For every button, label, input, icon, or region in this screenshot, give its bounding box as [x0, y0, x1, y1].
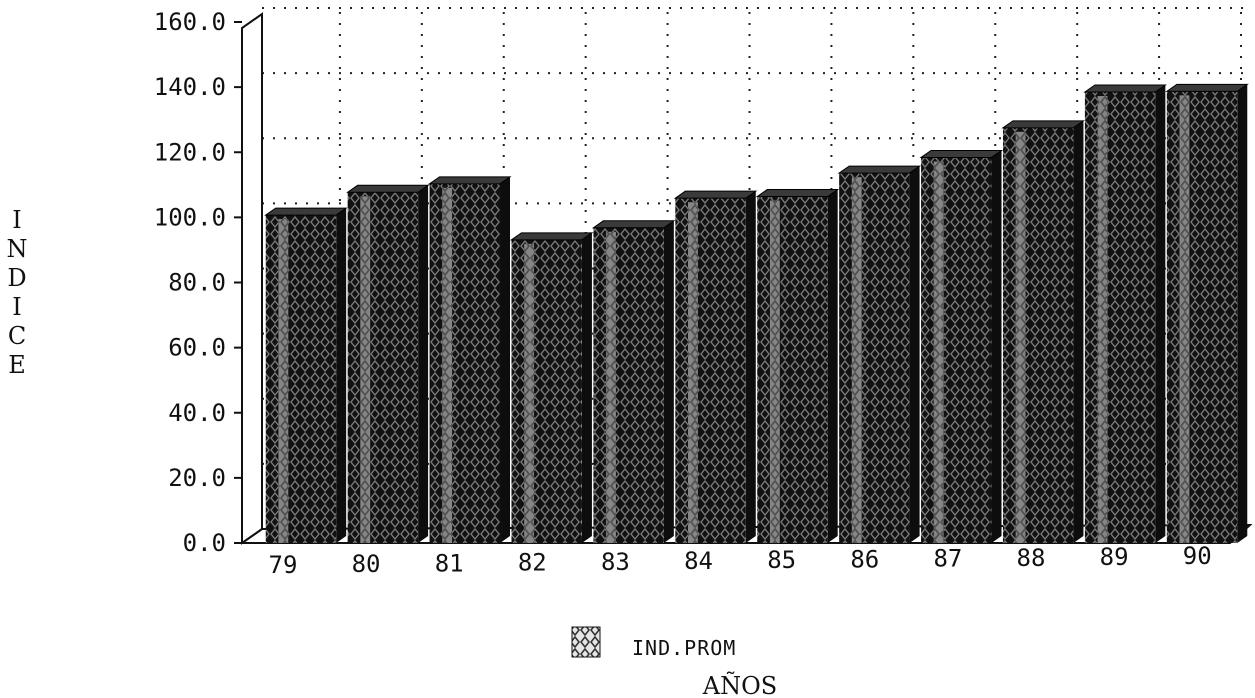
- bar-side: [500, 176, 511, 543]
- bars: [264, 83, 1249, 544]
- y-axis-label-letter: N: [7, 235, 28, 263]
- bar-front: [757, 196, 828, 543]
- bar-side: [827, 189, 838, 543]
- bar-top: [1083, 84, 1167, 93]
- bar-front: [593, 227, 664, 544]
- legend-label: IND.PROM: [632, 636, 736, 660]
- bar-front: [1166, 91, 1238, 543]
- y-tick-label: 40.0: [168, 399, 226, 427]
- bar-side: [1073, 120, 1084, 543]
- bar: [837, 165, 922, 543]
- bar-highlight: [1179, 95, 1190, 543]
- bar-highlight: [442, 187, 453, 543]
- bar-highlight: [1015, 131, 1026, 543]
- legend: IND.PROM: [571, 626, 736, 660]
- y-tick-label: 100.0: [154, 203, 226, 231]
- bar-highlight: [1097, 96, 1108, 544]
- bar: [346, 184, 430, 543]
- bar-highlight: [360, 196, 371, 543]
- y-tick-label: 160.0: [154, 8, 226, 36]
- x-tick-label: 85: [767, 546, 796, 574]
- bar-front: [675, 198, 746, 543]
- bar: [919, 149, 1004, 543]
- bar-front: [1002, 127, 1074, 543]
- legend-swatch: [571, 626, 601, 658]
- y-axis-label-letter: I: [12, 293, 21, 321]
- bar-top: [919, 149, 1004, 158]
- bar-side: [1237, 84, 1248, 543]
- bar-front: [511, 239, 582, 543]
- x-tick-label: 79: [269, 551, 298, 579]
- bar-side: [581, 232, 592, 543]
- bar-front: [921, 157, 992, 543]
- bar-highlight: [524, 243, 535, 543]
- bar: [755, 189, 840, 543]
- y-tick-label: 20.0: [168, 464, 226, 492]
- bar-top: [673, 190, 758, 199]
- y-tick-label: 80.0: [168, 269, 226, 297]
- bar-side: [336, 208, 347, 543]
- bar: [509, 232, 594, 543]
- bar-top: [1001, 120, 1086, 129]
- bar: [673, 190, 758, 543]
- y-tick-label: 0.0: [183, 529, 226, 557]
- bar-side: [991, 150, 1002, 543]
- bar: [591, 220, 676, 544]
- left-wall: [241, 12, 263, 545]
- bar-front: [347, 192, 419, 543]
- bar-side: [418, 185, 429, 543]
- bar-front: [429, 183, 501, 543]
- bar-top: [509, 232, 594, 241]
- bar: [1083, 84, 1167, 544]
- x-tick-label: 82: [518, 549, 547, 577]
- x-tick-label: 88: [1017, 544, 1046, 572]
- bar-front: [1084, 92, 1156, 544]
- bar-top: [837, 165, 922, 174]
- y-axis-label-letter: E: [8, 351, 26, 379]
- bar-top: [591, 220, 676, 229]
- x-tick-label: 87: [933, 545, 962, 573]
- bar-highlight: [851, 177, 862, 543]
- y-tick-label: 140.0: [154, 73, 226, 101]
- bar: [427, 176, 512, 543]
- bar: [264, 207, 348, 543]
- bar-highlight: [769, 200, 780, 543]
- bar-top: [427, 176, 512, 185]
- bar-front: [839, 173, 910, 543]
- x-tick-label: 83: [601, 548, 630, 576]
- x-tick-label: 89: [1100, 543, 1129, 571]
- x-tick-label: 81: [435, 549, 464, 577]
- bar-highlight: [278, 219, 289, 543]
- y-axis-label-letter: C: [8, 322, 26, 350]
- y-tick-label: 120.0: [154, 138, 226, 166]
- bar-top: [755, 189, 840, 198]
- bar-side: [1155, 85, 1166, 544]
- bar-top: [264, 207, 348, 216]
- x-tick-label: 86: [850, 545, 879, 573]
- x-tick-label: 80: [352, 550, 381, 578]
- bar-highlight: [687, 202, 698, 543]
- x-tick-label: 84: [684, 547, 713, 575]
- bar-side: [663, 220, 674, 544]
- bar: [1165, 83, 1249, 543]
- y-tick-label: 60.0: [168, 334, 226, 362]
- bar-top: [346, 184, 430, 193]
- x-tick-labels: 79 80 81 82 83 84 85 86 87 88 89 90: [269, 542, 1212, 579]
- bar-highlight: [606, 231, 616, 544]
- bar: [1001, 120, 1086, 543]
- y-axis-label-letter: D: [7, 264, 26, 292]
- y-tick-labels: 0.0 20.0 40.0 60.0 80.0 100.0 120.0 140.0 160.0: [154, 8, 242, 557]
- bar-side: [745, 191, 756, 543]
- bar-highlight: [933, 161, 944, 543]
- bar-front: [265, 215, 337, 543]
- bar-top: [1165, 83, 1249, 92]
- y-axis-label-letter: I: [12, 206, 21, 234]
- x-axis-label: AÑOS: [702, 670, 777, 698]
- bar-side: [909, 166, 920, 543]
- x-tick-label: 90: [1183, 542, 1212, 570]
